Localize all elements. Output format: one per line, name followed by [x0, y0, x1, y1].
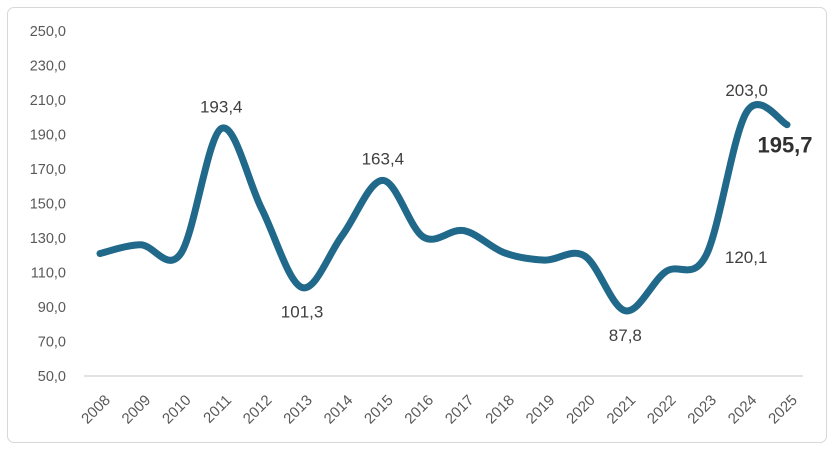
chart-frame: 250,0 230,0 210,0 190,0 170,0 150,0 130,0 110,0… [7, 7, 827, 443]
x-axis-tick-label: 2025 [765, 392, 801, 428]
y-axis-tick-label: 90,0 [38, 300, 66, 316]
x-axis-tick-label: 2019 [523, 392, 559, 428]
x-axis-tick-label: 2015 [361, 392, 397, 428]
x-axis-tick-label: 2011 [200, 392, 235, 427]
y-axis-tick-label: 170,0 [30, 162, 66, 178]
series-line [96, 101, 791, 315]
y-axis-tick-label: 150,0 [30, 197, 66, 213]
y-axis-tick-label: 230,0 [30, 59, 66, 75]
data-label: 120,1 [725, 248, 768, 267]
x-axis-tick-label: 2010 [159, 392, 195, 428]
x-axis-tick-label: 2009 [119, 392, 155, 428]
y-axis-tick-label: 130,0 [30, 231, 66, 247]
x-axis-tick-label: 2018 [482, 392, 518, 428]
x-axis-tick-label: 2023 [684, 392, 720, 428]
x-axis-tick-label: 2016 [402, 392, 438, 428]
x-axis-tick-label: 2012 [240, 392, 276, 428]
x-axis-tick-label: 2021 [604, 392, 640, 428]
data-label: 163,4 [362, 149, 405, 168]
x-axis-tick-label: 2020 [563, 392, 599, 428]
x-axis-tick-label: 2008 [78, 392, 114, 428]
y-axis-tick-label: 190,0 [30, 128, 66, 144]
data-label: 87,8 [609, 326, 642, 345]
data-label: 203,0 [725, 81, 768, 100]
x-axis-tick-label: 2024 [725, 392, 761, 428]
y-axis-tick-label: 70,0 [38, 335, 66, 351]
data-label-current: 195,7 [757, 133, 812, 158]
y-axis-tick-label: 210,0 [30, 93, 66, 109]
y-axis-tick-label: 110,0 [31, 266, 66, 282]
y-axis-tick-label: 50,0 [38, 369, 66, 385]
x-axis-tick-label: 2022 [644, 392, 680, 428]
x-axis-tick-label: 2014 [321, 392, 357, 428]
y-axis-tick-label: 250,0 [30, 24, 66, 40]
x-axis-tick-label: 2013 [280, 392, 316, 428]
data-label: 101,3 [281, 303, 324, 322]
x-axis-tick-label: 2017 [442, 392, 478, 428]
data-label: 193,4 [200, 98, 243, 117]
